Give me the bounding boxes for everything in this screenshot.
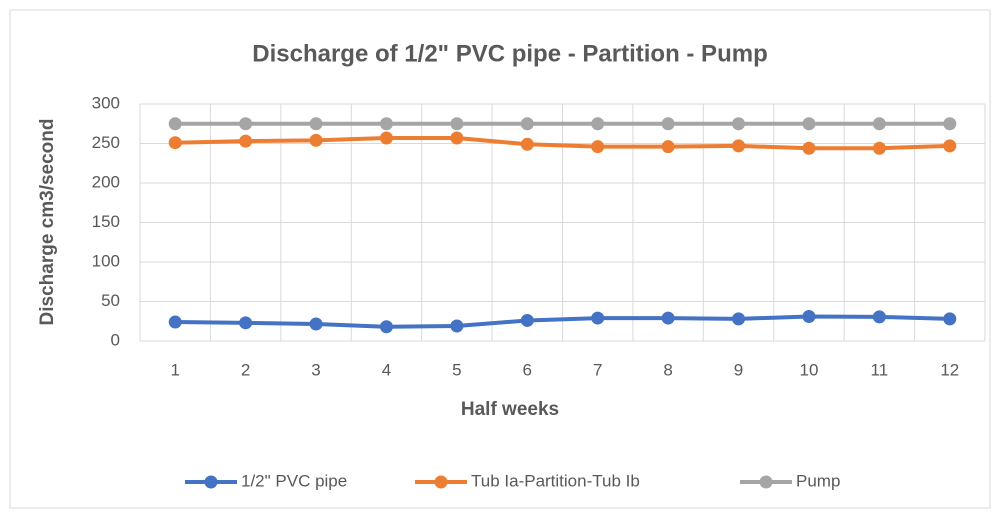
marker [661,117,675,131]
y-axis-title: Discharge cm3/second [37,119,58,326]
marker [168,117,182,131]
y-tick-label: 250 [92,133,120,152]
marker [520,137,534,151]
marker [802,117,816,131]
marker [520,313,534,327]
x-tick-label: 7 [593,360,602,379]
x-tick-label: 9 [734,360,743,379]
y-tick-label: 0 [111,330,120,349]
marker [239,117,253,131]
x-tick-label: 3 [311,360,320,379]
x-axis-title: Half weeks [461,399,559,420]
y-tick-label: 200 [92,172,120,191]
marker [802,310,816,324]
marker [732,117,746,131]
marker [168,315,182,329]
y-tick-label: 50 [101,291,120,310]
marker [661,140,675,154]
x-tick-label: 5 [452,360,461,379]
x-tick-label: 6 [523,360,532,379]
marker [872,310,886,324]
x-tick-label: 12 [940,360,959,379]
x-tick-label: 8 [663,360,672,379]
series-line [175,135,950,151]
marker [450,131,464,145]
marker [379,117,393,131]
marker [239,316,253,330]
legend-label: 1/2" PVC pipe [241,471,347,490]
chart-title: Discharge of 1/2" PVC pipe - Partition -… [252,40,767,67]
chart-border [9,9,991,509]
marker [591,117,605,131]
marker [661,311,675,325]
marker [309,317,323,331]
x-tick-label: 11 [871,360,889,379]
series-line [175,314,950,329]
marker [872,117,886,131]
y-tick-label: 150 [92,212,120,231]
marker [943,139,957,153]
marker [943,117,957,131]
x-tick-label: 2 [241,360,250,379]
marker [732,312,746,326]
legend-label: Pump [796,471,840,490]
legend-label: Tub Ia-Partition-Tub Ib [471,471,640,490]
marker [450,319,464,333]
y-tick-label: 100 [92,251,120,270]
legend-marker [204,475,218,489]
marker [379,131,393,145]
marker [943,312,957,326]
marker [450,117,464,131]
marker [802,141,816,155]
legend-marker [759,475,773,489]
x-tick-label: 10 [799,360,818,379]
marker [591,140,605,154]
marker [168,136,182,150]
marker [239,134,253,148]
marker [591,311,605,325]
legend-marker [434,475,448,489]
x-tick-label: 4 [382,360,391,379]
marker [872,141,886,155]
marker [379,320,393,334]
marker [309,133,323,147]
x-tick-label: 1 [170,360,179,379]
marker [309,117,323,131]
marker [520,117,534,131]
marker [732,139,746,153]
y-tick-label: 300 [92,93,120,112]
